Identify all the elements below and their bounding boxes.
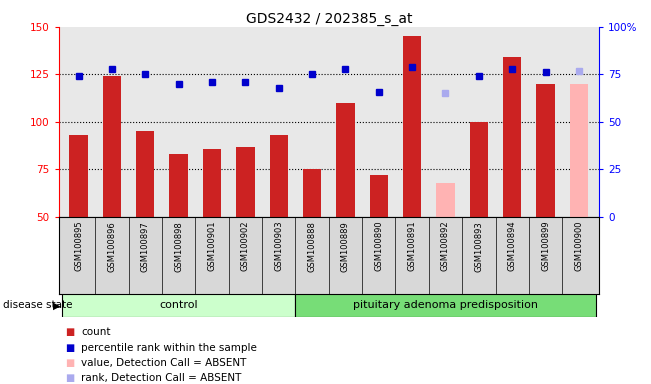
Text: GSM100902: GSM100902 [241, 221, 250, 271]
Text: GSM100898: GSM100898 [174, 221, 183, 271]
Text: value, Detection Call = ABSENT: value, Detection Call = ABSENT [81, 358, 247, 368]
Text: GSM100890: GSM100890 [374, 221, 383, 271]
Text: pituitary adenoma predisposition: pituitary adenoma predisposition [353, 300, 538, 310]
Bar [536, 84, 555, 217]
Bar [303, 169, 321, 217]
Text: GSM100901: GSM100901 [208, 221, 217, 271]
Text: GSM100892: GSM100892 [441, 221, 450, 271]
Bar [203, 149, 221, 217]
Bar [270, 135, 288, 217]
Text: ■: ■ [65, 343, 74, 353]
Bar [570, 84, 588, 217]
Text: GSM100894: GSM100894 [508, 221, 517, 271]
Bar [370, 175, 388, 217]
Bar [469, 122, 488, 217]
Text: GSM100899: GSM100899 [541, 221, 550, 271]
Bar [503, 57, 521, 217]
Bar [296, 294, 596, 317]
Bar [337, 103, 355, 217]
Text: control: control [159, 300, 198, 310]
Text: rank, Detection Call = ABSENT: rank, Detection Call = ABSENT [81, 373, 242, 383]
Text: GSM100903: GSM100903 [274, 221, 283, 271]
Bar [236, 147, 255, 217]
Bar [62, 294, 296, 317]
Text: ▶: ▶ [53, 300, 61, 310]
Text: GSM100900: GSM100900 [574, 221, 583, 271]
Text: ■: ■ [65, 373, 74, 383]
Text: GSM100897: GSM100897 [141, 221, 150, 271]
Text: GSM100896: GSM100896 [107, 221, 117, 271]
Bar [136, 131, 154, 217]
Bar [70, 135, 88, 217]
Text: GSM100889: GSM100889 [341, 221, 350, 271]
Text: GSM100891: GSM100891 [408, 221, 417, 271]
Text: disease state: disease state [3, 300, 73, 310]
Text: GSM100888: GSM100888 [307, 221, 316, 271]
Text: ■: ■ [65, 358, 74, 368]
Bar [103, 76, 121, 217]
Text: GSM100893: GSM100893 [475, 221, 483, 271]
Text: GSM100895: GSM100895 [74, 221, 83, 271]
Text: ■: ■ [65, 327, 74, 337]
Bar [403, 36, 421, 217]
Text: percentile rank within the sample: percentile rank within the sample [81, 343, 257, 353]
Bar [169, 154, 188, 217]
Bar [436, 183, 454, 217]
Text: GDS2432 / 202385_s_at: GDS2432 / 202385_s_at [245, 12, 412, 25]
Text: count: count [81, 327, 111, 337]
